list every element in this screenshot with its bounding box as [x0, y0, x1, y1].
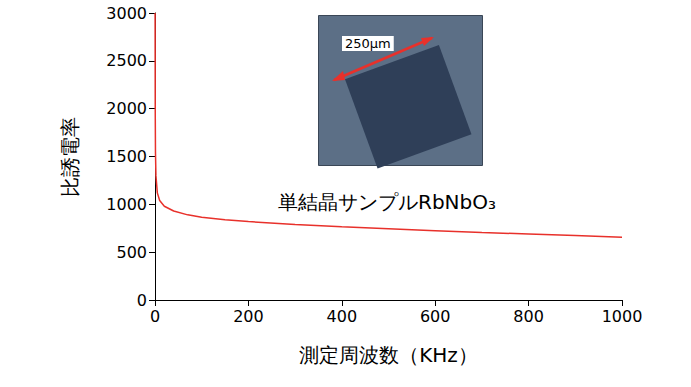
svg-text:250μm: 250μm — [345, 36, 391, 51]
svg-text:1000: 1000 — [106, 195, 147, 214]
svg-text:0: 0 — [150, 307, 160, 326]
svg-text:1500: 1500 — [106, 147, 147, 166]
svg-text:800: 800 — [513, 307, 544, 326]
svg-text:600: 600 — [420, 307, 451, 326]
svg-text:3000: 3000 — [106, 4, 147, 23]
svg-text:2000: 2000 — [106, 99, 147, 118]
svg-text:2500: 2500 — [106, 51, 147, 70]
svg-text:200: 200 — [233, 307, 264, 326]
svg-text:500: 500 — [116, 243, 147, 262]
svg-text:測定周波数（KHz）: 測定周波数（KHz） — [299, 343, 478, 367]
svg-text:0: 0 — [137, 291, 147, 310]
svg-text:単結晶サンプルRbNbO₃: 単結晶サンプルRbNbO₃ — [278, 190, 496, 214]
svg-text:1000: 1000 — [602, 307, 643, 326]
svg-text:比誘電率: 比誘電率 — [58, 117, 82, 197]
svg-text:400: 400 — [327, 307, 358, 326]
